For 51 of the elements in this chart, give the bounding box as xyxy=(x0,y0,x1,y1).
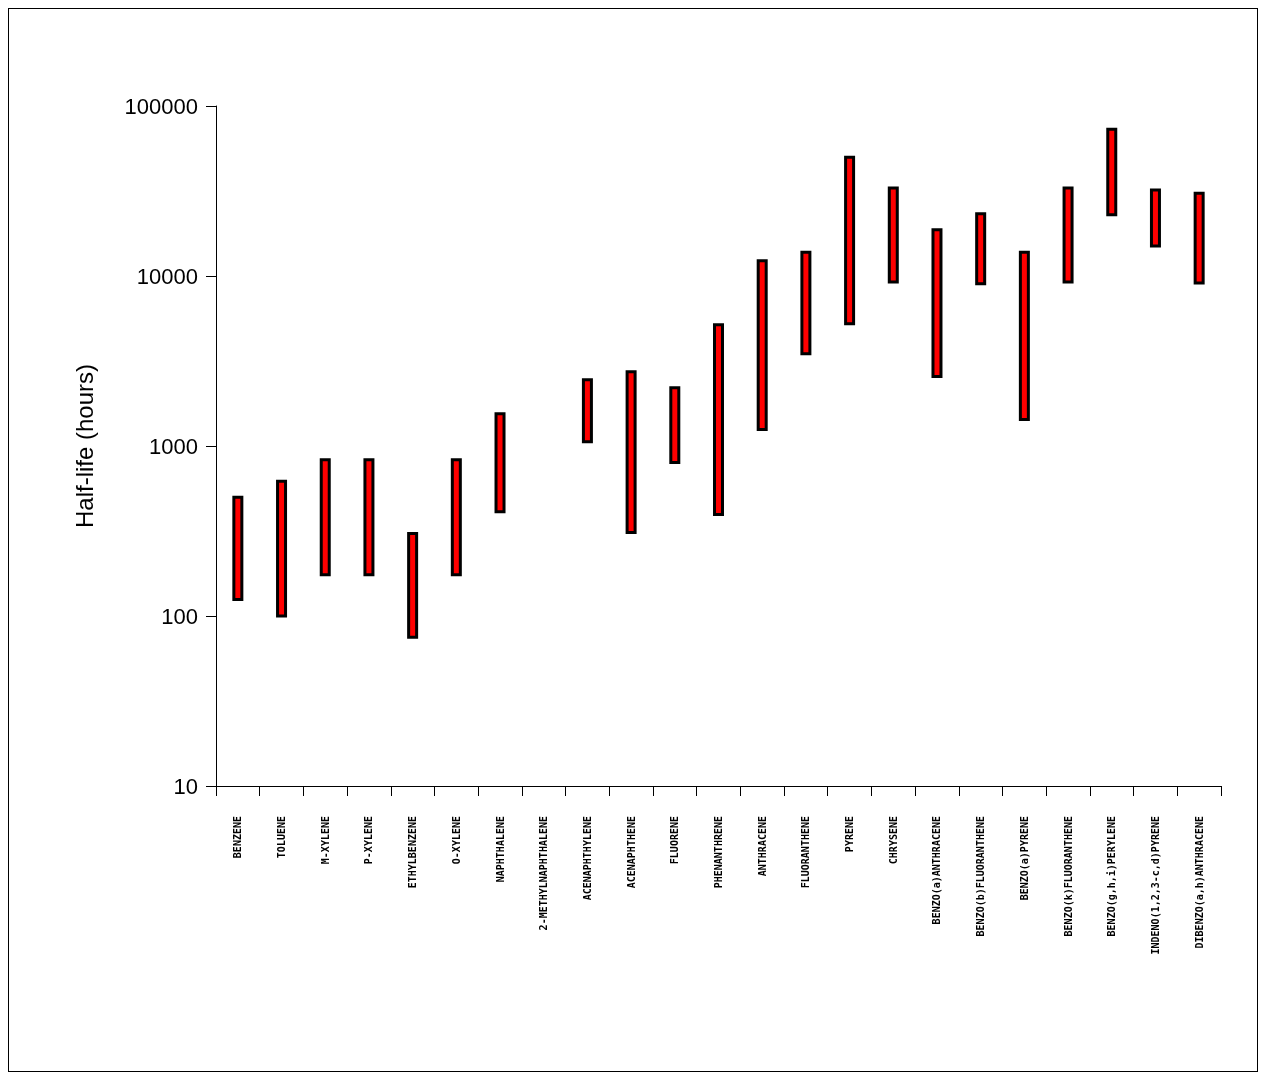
bar xyxy=(669,386,681,464)
x-tick-label: ACENAPHTHENE xyxy=(625,816,637,889)
bar xyxy=(1149,188,1161,248)
bar xyxy=(1193,191,1205,285)
bar xyxy=(975,212,987,286)
y-tick-label: 10 xyxy=(173,773,198,799)
y-axis-title: Half-life (hours) xyxy=(70,363,98,529)
y-tick-label: 1000 xyxy=(149,433,198,459)
bar xyxy=(319,458,331,577)
y-tick-label: 100000 xyxy=(124,93,198,119)
x-tick-label: O-XYLENE xyxy=(450,816,462,865)
y-tick-label: 10000 xyxy=(136,263,198,289)
bar xyxy=(494,412,506,514)
x-tick-label: BENZO(b)FLUORANTHENE xyxy=(975,816,987,937)
x-tick-label: ANTHRACENE xyxy=(756,816,768,877)
x-tick-label: BENZO(k)FLUORANTHENE xyxy=(1062,816,1074,937)
bar xyxy=(931,228,943,379)
bar xyxy=(276,479,288,618)
x-tick-label: INDENO(1,2,3-c,d)PYRENE xyxy=(1149,816,1161,955)
x-tick-label: TOLUENE xyxy=(276,816,288,859)
bar xyxy=(844,155,856,326)
bar xyxy=(887,186,899,284)
x-tick-label: DIBENZO(a,h)ANTHRACENE xyxy=(1193,816,1205,949)
x-tick-label: BENZO(g,h,i)PERYLENE xyxy=(1106,816,1118,937)
x-tick-label: FLUORENE xyxy=(669,816,681,865)
x-tick-label: CHRYSENE xyxy=(887,816,899,865)
x-tick-label: BENZO(a)PYRENE xyxy=(1018,816,1030,901)
x-tick-label: PHENANTHRENE xyxy=(713,816,724,889)
bar xyxy=(800,250,812,356)
x-tick-label: FLUORANTHENE xyxy=(800,816,812,889)
bar xyxy=(363,458,375,577)
x-tick-label: ETHYLBENZENE xyxy=(407,816,419,889)
bar xyxy=(581,378,593,444)
bar xyxy=(713,323,724,517)
bar xyxy=(232,495,244,602)
x-tick-label: PYRENE xyxy=(844,816,856,853)
x-tick-label: BENZO(a)ANTHRACENE xyxy=(931,816,943,925)
x-tick-label: P-XYLENE xyxy=(363,816,375,865)
bar xyxy=(1018,250,1030,422)
bar xyxy=(407,531,419,639)
bar xyxy=(450,458,462,577)
x-tick-label: NAPHTHALENE xyxy=(494,816,506,883)
bar xyxy=(1062,186,1074,284)
x-tick-label: BENZENE xyxy=(232,816,244,859)
bar xyxy=(1106,127,1118,217)
bar xyxy=(625,370,637,534)
y-tick-label: 100 xyxy=(161,603,198,629)
x-tick-label: ACENAPHTHYLENE xyxy=(581,816,593,901)
x-tick-label: M-XYLENE xyxy=(319,816,331,865)
bar xyxy=(756,259,768,432)
x-tick-label: 2-METHYLNAPHTHALENE xyxy=(538,816,550,931)
